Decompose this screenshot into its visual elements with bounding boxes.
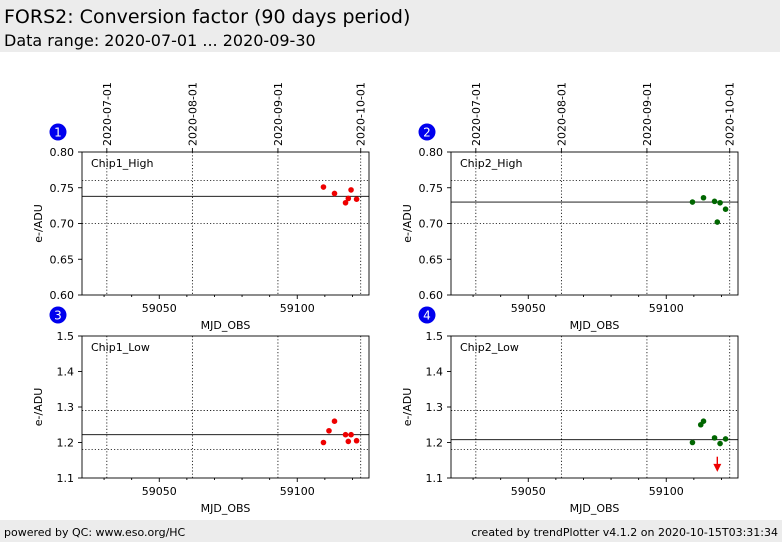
- panel-1-x-tick-label-2: 59100: [280, 302, 315, 315]
- panel-4-y-tick-label-1: 1.1: [426, 472, 444, 485]
- panel-4-y-tick-label-5: 1.5: [426, 330, 444, 343]
- panel-2-y-tick-label-3: 0.70: [419, 218, 444, 231]
- panel-3-y-tick-label-2: 1.2: [57, 437, 75, 450]
- panel-4-data-point-5: [717, 440, 723, 447]
- panel-2-data-point-4: [714, 219, 721, 225]
- panel-2-badge-number: 2: [423, 126, 431, 140]
- panel-3-data-point-1: [320, 439, 327, 446]
- panel-1-data-point-3: [342, 199, 349, 206]
- panel-1-badge-number: 1: [54, 126, 62, 140]
- panel-3-data-point-4: [342, 431, 349, 438]
- trend-plot-canvas: 0.60 0.65 0.70 0.75 0.80 59050 59100 MJD_OBS e-/…: [32, 82, 739, 515]
- panel-4-data-point-4: [711, 435, 718, 441]
- panel-4-x-axis-label: MJD_OBS: [570, 502, 620, 515]
- panel-4-y-tick-label-4: 1.4: [426, 366, 444, 379]
- panel-2-y-tick-label-1: 0.60: [419, 289, 444, 302]
- panel-2-y-tick-label-2: 0.65: [419, 253, 444, 266]
- panel-3-y-tick-label-1: 1.1: [57, 472, 75, 485]
- panel-2-y-tick-label-5: 0.80: [419, 146, 444, 159]
- panel-2-date-label-4: 2020-10-01: [724, 82, 737, 146]
- panel-4-badge-number: 4: [423, 309, 431, 323]
- panel-4-data-point-1: [689, 439, 696, 446]
- panel-1-x-tick-label-1: 59050: [142, 302, 177, 315]
- footer-banner: powered by QC: www.eso.org/HC created by…: [0, 520, 782, 542]
- panel-3-x-tick-label-1: 59050: [142, 485, 177, 498]
- panel-4-y-tick-label-2: 1.2: [426, 437, 444, 450]
- panel-1-date-label-4: 2020-10-01: [355, 82, 368, 146]
- panel-3-y-tick-label-3: 1.3: [57, 401, 75, 414]
- created-by-text: created by trendPlotter v4.1.2 on 2020-1…: [471, 526, 778, 539]
- panel-3-chip-label: Chip1_Low: [91, 341, 150, 354]
- panel-1-chip-label: Chip1_High: [91, 157, 153, 170]
- panel-2-date-label-3: 2020-09-01: [641, 82, 654, 146]
- panel-1-y-tick-label-2: 0.65: [50, 253, 75, 266]
- panel-1-x-axis-label: MJD_OBS: [201, 319, 251, 332]
- panel-3-badge-circle: [49, 306, 67, 324]
- panel-3-y-tick-label-4: 1.4: [57, 366, 75, 379]
- panel-1-y-tick-label-5: 0.80: [50, 146, 75, 159]
- panel-4-x-tick-label-1: 59050: [511, 485, 546, 498]
- panel-2-data-point-1: [689, 199, 696, 205]
- panel-2-y-tick-label-4: 0.75: [419, 182, 444, 195]
- panel-1-data-point-6: [353, 196, 360, 202]
- panel-3-y-tick-label-5: 1.5: [57, 330, 75, 343]
- panel-2-data-point-5: [717, 199, 723, 206]
- panel-1-badge-circle: [49, 123, 67, 141]
- panel-4-data-point-3: [700, 418, 707, 425]
- panel-1-data-point-1: [320, 184, 327, 190]
- panel-3-data-point-5: [345, 438, 352, 445]
- panel-1-date-label-2: 2020-08-01: [186, 82, 199, 146]
- panel-2-data-point-2: [700, 194, 707, 201]
- panel-3-data-point-6: [348, 431, 354, 438]
- panel-2-chip-label: Chip2_High: [460, 157, 522, 170]
- header-banner: FORS2: Conversion factor (90 days period…: [0, 0, 780, 52]
- panel-4-badge-circle: [418, 306, 436, 324]
- panel-2-x-tick-label-2: 59100: [649, 302, 684, 315]
- panel-3-axes-frame: [81, 335, 370, 479]
- panel-4-chip-label: Chip2_Low: [460, 341, 519, 354]
- panel-1-data-point-2: [331, 190, 338, 197]
- panel-2-badge-circle: [418, 123, 436, 141]
- panel-4-y-axis-label: e-/ADU: [401, 388, 414, 427]
- panel-1-y-tick-label-4: 0.75: [50, 182, 75, 195]
- panel-3-data-point-7: [353, 437, 360, 444]
- panel-4-axes-frame: [450, 335, 739, 479]
- panel-2-data-point-6: [722, 206, 729, 212]
- panel-3-badge-number: 3: [54, 309, 62, 323]
- panel-1-y-tick-label-3: 0.70: [50, 218, 75, 231]
- panel-3-data-point-3: [331, 418, 338, 425]
- panel-2-data-point-3: [711, 198, 718, 205]
- panel-2-y-axis-label: e-/ADU: [401, 204, 414, 243]
- panel-1-data-point-5: [348, 187, 354, 193]
- panel-4-outlier-arrow-head: [713, 463, 722, 472]
- panel-1-y-axis-label: e-/ADU: [32, 204, 45, 243]
- panel-3-x-tick-label-2: 59100: [280, 485, 315, 498]
- powered-by-text: powered by QC: www.eso.org/HC: [4, 526, 186, 539]
- panel-2-date-label-2: 2020-08-01: [555, 82, 568, 146]
- panel-1-date-label-3: 2020-09-01: [272, 82, 285, 146]
- panel-2-x-tick-label-1: 59050: [511, 302, 546, 315]
- panel-4-y-tick-label-3: 1.3: [426, 401, 444, 414]
- panel-3-x-axis-label: MJD_OBS: [201, 502, 251, 515]
- panel-4-x-tick-label-2: 59100: [649, 485, 684, 498]
- panel-1-date-label-1: 2020-07-01: [101, 82, 114, 146]
- panel-3-data-point-2: [326, 427, 332, 434]
- panel-1-y-tick-label-1: 0.60: [50, 289, 75, 302]
- panel-2-date-label-1: 2020-07-01: [470, 82, 483, 146]
- page-title: FORS2: Conversion factor (90 days period…: [4, 6, 411, 28]
- panel-1-data-point-4: [345, 195, 352, 202]
- panel-3-y-axis-label: e-/ADU: [32, 388, 45, 427]
- panel-4-data-point-6: [722, 436, 729, 442]
- panel-2-x-axis-label: MJD_OBS: [570, 319, 620, 332]
- data-range-subtitle: Data range: 2020-07-01 ... 2020-09-30: [4, 31, 316, 50]
